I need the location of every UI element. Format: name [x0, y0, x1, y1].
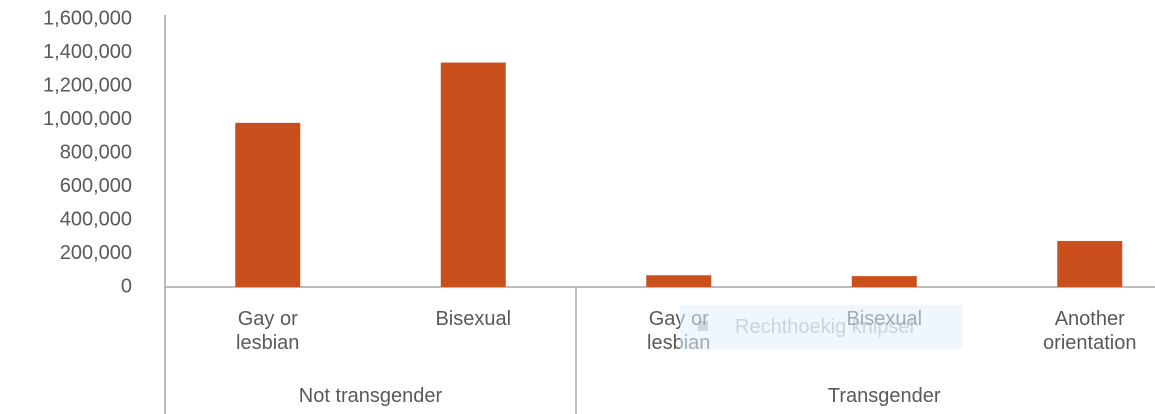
- tooltip-text: Rechthoekig knipsel: [735, 316, 914, 338]
- bar: [235, 122, 301, 287]
- bar: [851, 276, 917, 287]
- y-tick-label: 0: [121, 275, 132, 297]
- bar: [1057, 240, 1123, 287]
- x-tick-label: Gay or lesbian: [236, 308, 300, 354]
- y-tick-label: 800,000: [60, 141, 132, 163]
- tooltip-icon: [698, 321, 708, 331]
- x-tick-label: Bisexual: [435, 308, 512, 330]
- y-tick-label: 600,000: [60, 175, 132, 197]
- group-label: Transgender: [827, 385, 941, 407]
- y-tick-label: 1,400,000: [43, 41, 132, 63]
- snipping-tooltip: Rechthoekig knipsel: [680, 305, 962, 349]
- group-label: Not transgender: [298, 385, 443, 407]
- y-tick-label: 1,000,000: [43, 108, 132, 130]
- y-tick-label: 1,200,000: [43, 74, 132, 96]
- y-tick-label: 400,000: [60, 208, 132, 230]
- x-tick-label: Another orientation: [1043, 308, 1137, 354]
- bar: [646, 275, 712, 287]
- bar: [440, 62, 506, 287]
- y-tick-label: 200,000: [60, 242, 132, 264]
- y-tick-label: 1,600,000: [43, 7, 132, 29]
